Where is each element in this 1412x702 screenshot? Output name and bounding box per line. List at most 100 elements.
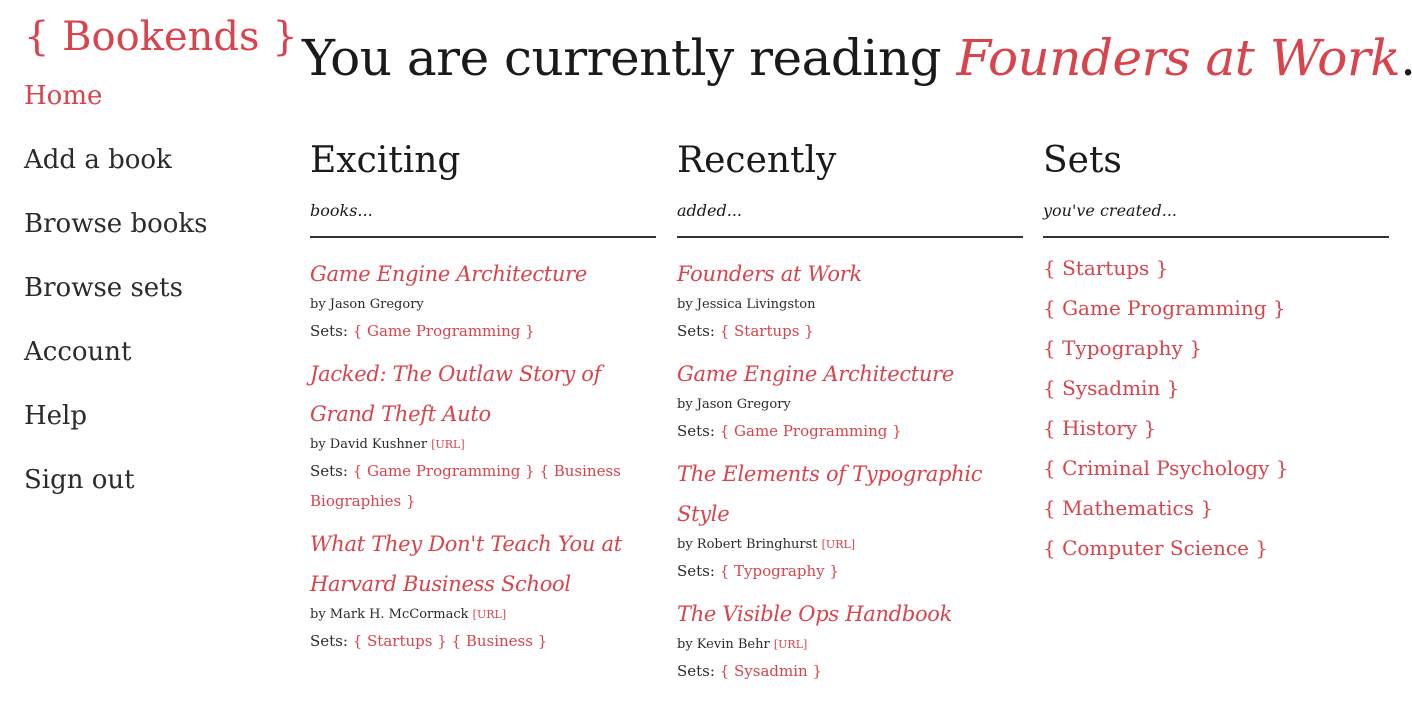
book-url-link[interactable]: URL bbox=[476, 608, 502, 621]
book-title-link[interactable]: The Elements of Typographic Style bbox=[677, 462, 983, 526]
set-link[interactable]: { Mathematics } bbox=[1043, 496, 1214, 520]
sets-label: Sets: bbox=[677, 322, 715, 340]
book-author-name: by Robert Bringhurst bbox=[677, 537, 818, 552]
nav-item-help: Help bbox=[24, 384, 284, 448]
set-list: { Startups } { Game Programming } { Typo… bbox=[1043, 248, 1389, 568]
nav-item-home: Home bbox=[24, 64, 284, 128]
list-item: { Criminal Psychology } bbox=[1043, 448, 1389, 488]
book-author: by Kevin Behr [URL] bbox=[677, 634, 1023, 656]
set-tag-link[interactable]: { Game Programming } bbox=[352, 462, 535, 480]
book-sets: Sets: { Game Programming } bbox=[677, 416, 1023, 446]
column-title: Recently bbox=[677, 140, 837, 181]
sets-label: Sets: bbox=[310, 632, 348, 650]
book-author: by David Kushner [URL] bbox=[310, 434, 656, 456]
set-tag-link[interactable]: { Sysadmin } bbox=[719, 662, 823, 680]
sets-label: Sets: bbox=[310, 462, 348, 480]
sets-label: Sets: bbox=[677, 562, 715, 580]
book-author-name: by Mark H. McCormack bbox=[310, 607, 469, 622]
book-url-link[interactable]: URL bbox=[435, 438, 461, 451]
book-author: by Robert Bringhurst [URL] bbox=[677, 534, 1023, 556]
logo-link[interactable]: { Bookends } bbox=[24, 14, 298, 60]
sets-label: Sets: bbox=[677, 422, 715, 440]
book-title-link[interactable]: Jacked: The Outlaw Story of Grand Theft … bbox=[310, 362, 602, 426]
book-sets: Sets: { Startups } { Business } bbox=[310, 626, 656, 656]
set-tag-link[interactable]: { Game Programming } bbox=[352, 322, 535, 340]
set-link[interactable]: { Sysadmin } bbox=[1043, 376, 1180, 400]
main-nav: Home Add a book Browse books Browse sets… bbox=[24, 64, 284, 512]
nav-link-help[interactable]: Help bbox=[24, 401, 88, 431]
nav-item-sign-out: Sign out bbox=[24, 448, 284, 512]
column-title: Exciting bbox=[310, 140, 461, 181]
set-link[interactable]: { Typography } bbox=[1043, 336, 1202, 360]
set-tag-link[interactable]: { Startups } bbox=[352, 632, 447, 650]
list-item: { Sysadmin } bbox=[1043, 368, 1389, 408]
column-subtitle: you've created... bbox=[1043, 201, 1177, 220]
nav-link-home[interactable]: Home bbox=[24, 81, 103, 111]
book-url-bracket: [URL] bbox=[821, 538, 856, 551]
nav-link-account[interactable]: Account bbox=[24, 337, 132, 367]
book-url-bracket: [URL] bbox=[773, 638, 808, 651]
column-divider bbox=[677, 236, 1023, 238]
book-item: Jacked: The Outlaw Story of Grand Theft … bbox=[310, 354, 656, 516]
nav-link-sign-out[interactable]: Sign out bbox=[24, 465, 135, 495]
book-title-link[interactable]: Founders at Work bbox=[677, 262, 862, 286]
set-tag-link[interactable]: { Startups } bbox=[719, 322, 814, 340]
book-author: by Jessica Livingston bbox=[677, 297, 816, 312]
book-title-link[interactable]: The Visible Ops Handbook bbox=[677, 602, 953, 626]
column-subtitle: books... bbox=[310, 201, 373, 220]
column-divider bbox=[310, 236, 656, 238]
headline-suffix: . bbox=[1400, 29, 1412, 87]
book-item: The Visible Ops Handbook by Kevin Behr [… bbox=[677, 594, 1023, 686]
page-headline: You are currently reading Founders at Wo… bbox=[302, 26, 1412, 90]
book-author-name: by David Kushner bbox=[310, 437, 428, 452]
column-subtitle: added... bbox=[677, 201, 742, 220]
book-title-link[interactable]: Game Engine Architecture bbox=[677, 362, 955, 386]
column-sets: Sets you've created... { Startups } { Ga… bbox=[1043, 138, 1389, 568]
current-book-link[interactable]: Founders at Work bbox=[956, 29, 1401, 87]
set-tag-link[interactable]: { Game Programming } bbox=[719, 422, 902, 440]
nav-item-add-book: Add a book bbox=[24, 128, 284, 192]
column-divider bbox=[1043, 236, 1389, 238]
list-item: { Startups } bbox=[1043, 248, 1389, 288]
book-author-name: by Kevin Behr bbox=[677, 637, 770, 652]
book-item: Founders at Work by Jessica Livingston S… bbox=[677, 254, 1023, 346]
set-tag-link[interactable]: { Business } bbox=[451, 632, 548, 650]
book-author: by Mark H. McCormack [URL] bbox=[310, 604, 656, 626]
book-sets: Sets: { Game Programming } bbox=[310, 316, 656, 346]
list-item: { History } bbox=[1043, 408, 1389, 448]
list-item: { Game Programming } bbox=[1043, 288, 1389, 328]
book-url-link[interactable]: URL bbox=[778, 638, 803, 651]
set-link[interactable]: { Computer Science } bbox=[1043, 536, 1268, 560]
book-author: by Jason Gregory bbox=[310, 297, 424, 312]
column-recently-added: Recently added... Founders at Work by Je… bbox=[677, 138, 1023, 694]
nav-link-browse-books[interactable]: Browse books bbox=[24, 209, 208, 239]
column-exciting: Exciting books... Game Engine Architectu… bbox=[310, 138, 656, 664]
list-item: { Computer Science } bbox=[1043, 528, 1389, 568]
nav-item-browse-books: Browse books bbox=[24, 192, 284, 256]
book-title-link[interactable]: What They Don't Teach You at Harvard Bus… bbox=[310, 532, 622, 596]
nav-link-add-book[interactable]: Add a book bbox=[24, 145, 172, 175]
nav-item-browse-sets: Browse sets bbox=[24, 256, 284, 320]
nav-link-browse-sets[interactable]: Browse sets bbox=[24, 273, 183, 303]
book-item: The Elements of Typographic Style by Rob… bbox=[677, 454, 1023, 586]
book-author: by Jason Gregory bbox=[677, 397, 791, 412]
book-url-bracket: [URL] bbox=[431, 438, 465, 451]
set-tag-link[interactable]: { Typography } bbox=[719, 562, 839, 580]
set-link[interactable]: { Criminal Psychology } bbox=[1043, 456, 1289, 480]
headline-prefix: You are currently reading bbox=[302, 29, 957, 87]
sets-label: Sets: bbox=[677, 662, 715, 680]
column-title: Sets bbox=[1043, 140, 1122, 181]
set-tag-link[interactable]: { Business Biographies } bbox=[310, 462, 621, 510]
set-link[interactable]: { Game Programming } bbox=[1043, 296, 1286, 320]
book-url-link[interactable]: URL bbox=[825, 538, 851, 551]
sidebar: { Bookends } Home Add a book Browse book… bbox=[24, 10, 298, 512]
nav-item-account: Account bbox=[24, 320, 284, 384]
set-link[interactable]: { History } bbox=[1043, 416, 1157, 440]
list-item: { Typography } bbox=[1043, 328, 1389, 368]
book-item: What They Don't Teach You at Harvard Bus… bbox=[310, 524, 656, 656]
book-sets: Sets: { Game Programming } { Business Bi… bbox=[310, 456, 656, 516]
book-item: Game Engine Architecture by Jason Gregor… bbox=[677, 354, 1023, 446]
book-title-link[interactable]: Game Engine Architecture bbox=[310, 262, 588, 286]
set-link[interactable]: { Startups } bbox=[1043, 256, 1169, 280]
list-item: { Mathematics } bbox=[1043, 488, 1389, 528]
